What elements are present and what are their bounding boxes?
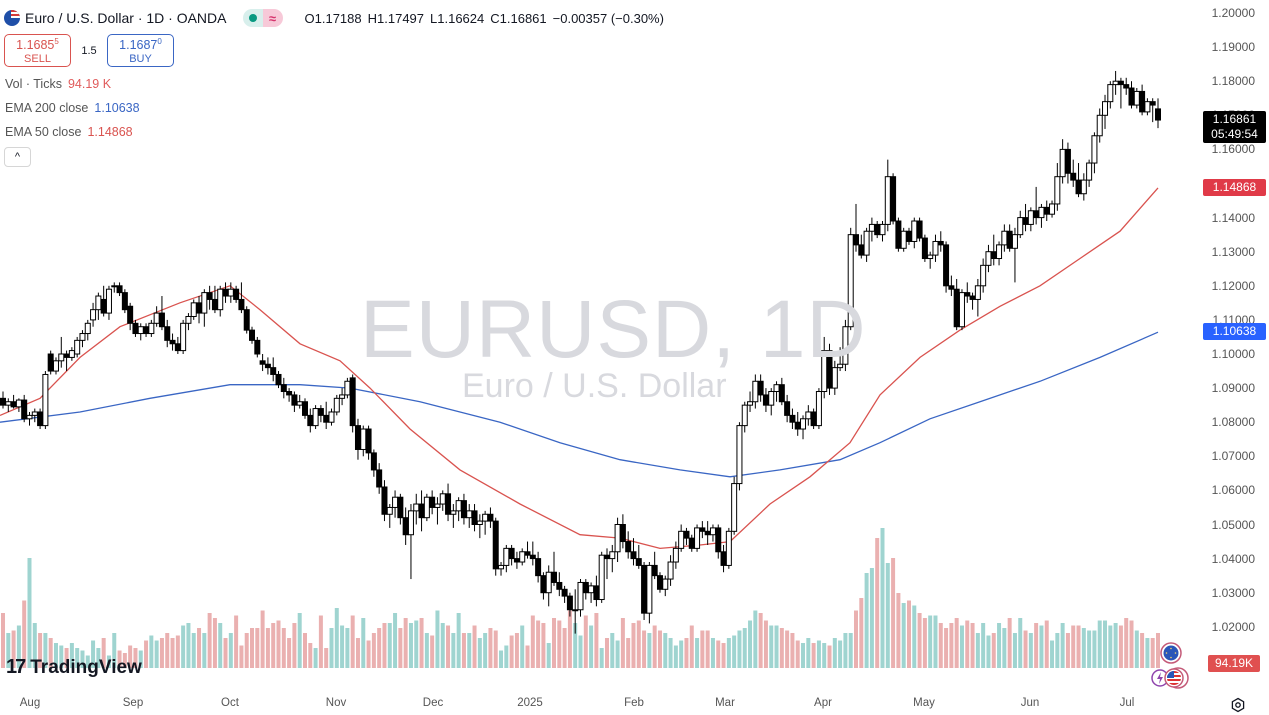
price-axis-tick: 1.12000 (1211, 278, 1255, 293)
low-value: 1.16624 (437, 10, 485, 26)
price-axis-tick: 1.20000 (1211, 6, 1255, 20)
price-axis-tick: 1.06000 (1211, 483, 1255, 498)
chevron-up-icon: ^ (14, 151, 21, 163)
sell-price: 1.1685 (16, 38, 55, 53)
price-axis-tick: 1.02000 (1211, 619, 1255, 634)
price-axis-tick: 1.16000 (1211, 142, 1255, 157)
symbol-header: Euro / U.S. Dollar · 1D · OANDA ≈ O1.171… (4, 8, 664, 28)
open-value: 1.17188 (314, 10, 362, 26)
candlestick-series (0, 70, 1161, 634)
price-axis-tick: 1.07000 (1211, 449, 1255, 464)
volume-bars (1, 528, 1160, 668)
time-axis-tick: Dec (422, 697, 444, 709)
time-axis-tick: Sep (122, 697, 144, 709)
buy-price: 1.1687 (119, 38, 158, 53)
time-axis-tick: Jul (1119, 697, 1135, 709)
settings-gear-icon[interactable] (1230, 697, 1246, 713)
tradingview-mark-icon: 17 (6, 656, 26, 678)
price-axis-tick: 1.19000 (1211, 40, 1255, 55)
ohlc-values: O1.17188 H1.17497 L1.16624 C1.16861 −0.0… (305, 11, 664, 26)
close-label: C (490, 10, 500, 26)
high-value: 1.17497 (377, 10, 425, 26)
time-axis-tick: Jun (1020, 697, 1040, 709)
price-axis-tick: 1.10000 (1211, 347, 1255, 361)
price-axis-tick: 1.13000 (1211, 244, 1255, 259)
trade-panel: 1.16855 SELL 1.5 1.16870 BUY (4, 34, 174, 67)
price-axis-tick: 1.18000 (1211, 74, 1255, 89)
price-axis-tick: 1.09000 (1211, 381, 1255, 396)
watermark-description: Euro / U.S. Dollar (462, 367, 727, 405)
event-badges[interactable] (1150, 640, 1190, 692)
sell-price-pip: 5 (54, 37, 59, 47)
legend-ema200[interactable]: EMA 200 close 1.10638 (5, 101, 140, 115)
buy-price-pip: 0 (157, 37, 162, 47)
eu-us-flag-icon (4, 10, 20, 26)
symbol-title[interactable]: Euro / U.S. Dollar · 1D · OANDA (25, 10, 227, 26)
price-axis-tick: 1.03000 (1211, 585, 1255, 600)
legend-volume-name: Vol · Ticks (5, 77, 62, 91)
high-label: H (367, 10, 378, 26)
tradingview-wordmark: TradingView (30, 656, 142, 678)
eu-flag-icon (1160, 642, 1182, 664)
legend-ema200-value: 1.10638 (94, 101, 140, 115)
ema200-line (0, 331, 1159, 478)
sell-button[interactable]: 1.16855 SELL (4, 34, 71, 67)
time-axis-tick: Oct (221, 697, 239, 709)
bar-countdown: 05:49:54 (1211, 127, 1258, 141)
delayed-approx-icon: ≈ (262, 9, 283, 27)
volume-tag: 94.19K (1208, 655, 1260, 672)
time-axis-tick: Nov (325, 697, 347, 709)
legend-ema50-name: EMA 50 close (5, 125, 82, 139)
price-axis-tick: 1.05000 (1211, 517, 1255, 532)
spread-value: 1.5 (81, 44, 97, 57)
time-axis-tick: Feb (624, 697, 644, 709)
legend-ema50[interactable]: EMA 50 close 1.14868 (5, 125, 133, 139)
open-label: O (304, 10, 315, 26)
last-price-tag: 1.16861 05:49:54 (1203, 111, 1266, 143)
legend-ema200-name: EMA 200 close (5, 101, 89, 115)
buy-label: BUY (129, 52, 152, 65)
price-change: −0.00357 (−0.30%) (552, 10, 664, 26)
ema200-price-tag: 1.10638 (1203, 323, 1266, 340)
ema50-price-tag: 1.14868 (1203, 179, 1266, 196)
tradingview-logo[interactable]: 17 TradingView (6, 656, 142, 679)
live-dot-icon (242, 9, 263, 27)
watermark-symbol: EURUSD, 1D (360, 284, 867, 375)
legend-ema50-value: 1.14868 (87, 125, 133, 139)
last-price-value: 1.16861 (1212, 112, 1257, 126)
price-axis-tick: 1.14000 (1211, 210, 1255, 225)
price-axis-tick: 1.04000 (1211, 551, 1255, 566)
us-flag-icon (1164, 667, 1189, 689)
close-value: 1.16861 (499, 10, 547, 26)
status-pill[interactable]: ≈ (242, 9, 283, 27)
time-axis-tick: Aug (19, 697, 41, 709)
price-axis-tick: 1.08000 (1211, 415, 1255, 430)
time-axis-tick: Apr (814, 697, 832, 709)
time-axis-tick: Mar (715, 697, 735, 709)
buy-button[interactable]: 1.16870 BUY (107, 34, 174, 67)
time-axis-tick: May (913, 697, 935, 709)
time-axis-tick: 2025 (517, 697, 543, 709)
sell-label: SELL (24, 52, 51, 65)
legend-volume-value: 94.19 K (67, 77, 112, 91)
low-label: L (430, 10, 438, 26)
collapse-legend-button[interactable]: ^ (4, 147, 31, 167)
legend-volume[interactable]: Vol · Ticks 94.19 K (5, 77, 111, 91)
